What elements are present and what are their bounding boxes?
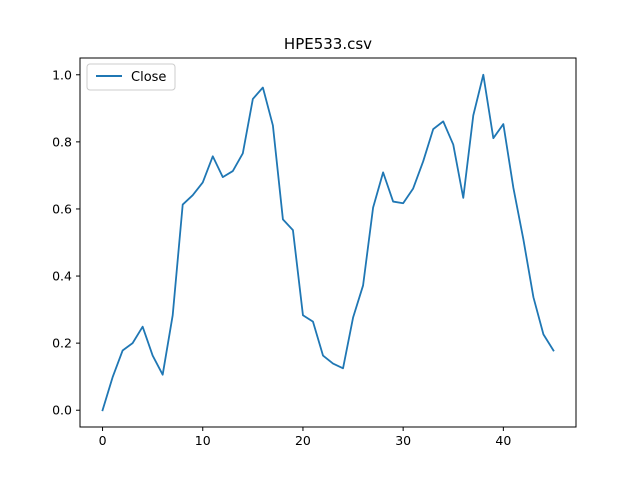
x-axis: 0 10 20 30 40 bbox=[99, 427, 511, 448]
series-line-close bbox=[101, 73, 555, 412]
x-tick-label: 30 bbox=[395, 433, 411, 448]
y-tick-label: 1.0 bbox=[52, 67, 72, 82]
legend-label-close: Close bbox=[131, 70, 166, 85]
chart-title: HPE533.csv bbox=[284, 35, 372, 53]
legend-box bbox=[86, 63, 176, 91]
y-axis: 0.0 0.2 0.4 0.6 0.8 1.0 bbox=[52, 67, 80, 418]
plot-area-frame bbox=[79, 57, 577, 428]
x-tick-label: 40 bbox=[495, 433, 511, 448]
x-tick-label: 0 bbox=[99, 433, 107, 448]
x-tick-label: 20 bbox=[295, 433, 311, 448]
legend: Close bbox=[86, 63, 176, 91]
y-tick-label: 0.0 bbox=[52, 403, 72, 418]
plot-series bbox=[101, 73, 555, 412]
x-tick-label: 10 bbox=[195, 433, 211, 448]
y-tick-label: 0.6 bbox=[52, 201, 72, 216]
y-tick-label: 0.4 bbox=[52, 269, 72, 284]
y-tick-label: 0.8 bbox=[52, 134, 72, 149]
y-tick-label: 0.2 bbox=[52, 336, 72, 351]
